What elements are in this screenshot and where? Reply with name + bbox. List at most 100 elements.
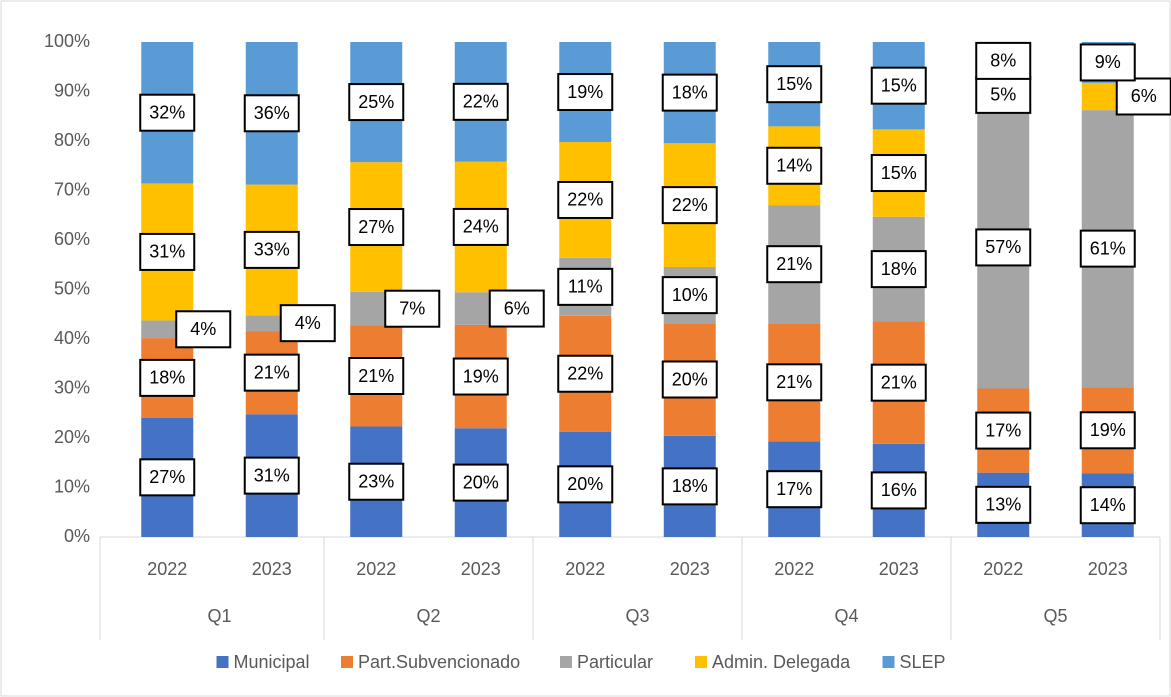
data-label-box xyxy=(348,462,405,501)
data-label: 25% xyxy=(358,92,394,112)
data-label-box xyxy=(452,82,509,121)
data-label-box xyxy=(557,180,614,219)
data-label-box xyxy=(243,94,300,133)
data-label-box xyxy=(452,357,509,396)
data-label: 31% xyxy=(254,465,290,485)
data-label: 21% xyxy=(881,372,917,392)
data-label: 7% xyxy=(399,298,425,318)
legend-label: Admin. Delegada xyxy=(712,652,851,672)
data-label: 27% xyxy=(358,217,394,237)
data-label: 20% xyxy=(567,474,603,494)
data-label: 18% xyxy=(672,476,708,496)
data-label-box xyxy=(661,73,718,112)
data-label-box xyxy=(557,73,614,112)
group-label: Q1 xyxy=(207,606,231,626)
data-label: 20% xyxy=(672,369,708,389)
x-tick-label: 2023 xyxy=(1088,559,1128,579)
data-label-box xyxy=(557,267,614,306)
x-tick-label: 2022 xyxy=(774,559,814,579)
data-label-box xyxy=(1115,77,1171,116)
data-label: 17% xyxy=(985,420,1021,440)
data-label-box xyxy=(139,232,196,271)
data-label-box xyxy=(975,75,1032,114)
x-tick-label: 2022 xyxy=(356,559,396,579)
group-label: Q2 xyxy=(416,606,440,626)
data-label-box xyxy=(452,207,509,246)
data-label: 20% xyxy=(463,472,499,492)
y-tick-label: 60% xyxy=(54,229,90,249)
data-label-box xyxy=(661,276,718,315)
data-label: 33% xyxy=(254,240,290,260)
data-label: 19% xyxy=(567,82,603,102)
data-label-box xyxy=(139,358,196,397)
data-label-box xyxy=(1079,229,1136,268)
data-label-box xyxy=(975,411,1032,450)
data-label: 36% xyxy=(254,103,290,123)
legend-label: Municipal xyxy=(234,652,310,672)
data-label-box xyxy=(661,467,718,506)
data-label-box xyxy=(766,470,823,509)
data-label: 31% xyxy=(149,242,185,262)
data-label-box xyxy=(139,458,196,497)
data-label-box xyxy=(348,357,405,396)
data-label-box xyxy=(243,353,300,392)
legend-swatch xyxy=(882,656,895,668)
x-tick-label: 2022 xyxy=(565,559,605,579)
data-label: 15% xyxy=(881,163,917,183)
group-label: Q3 xyxy=(625,606,649,626)
y-tick-label: 10% xyxy=(54,476,90,496)
y-tick-label: 90% xyxy=(54,80,90,100)
data-label: 22% xyxy=(672,195,708,215)
data-label: 4% xyxy=(295,313,321,333)
data-label-box xyxy=(348,208,405,247)
y-tick-label: 20% xyxy=(54,427,90,447)
x-tick-label: 2023 xyxy=(461,559,501,579)
data-label-box xyxy=(348,83,405,122)
y-tick-label: 70% xyxy=(54,179,90,199)
data-label: 10% xyxy=(672,285,708,305)
legend-label: Particular xyxy=(577,652,653,672)
data-label: 14% xyxy=(1090,495,1126,515)
data-label: 19% xyxy=(1090,420,1126,440)
legend-label: SLEP xyxy=(900,652,946,672)
legend-swatch xyxy=(560,656,572,668)
legend-label: Part.Subvencionado xyxy=(358,652,520,672)
group-label: Q4 xyxy=(834,606,858,626)
group-label: Q5 xyxy=(1043,606,1067,626)
y-tick-label: 40% xyxy=(54,328,90,348)
data-label: 16% xyxy=(881,480,917,500)
data-label-box xyxy=(975,41,1032,80)
data-label-box xyxy=(766,245,823,284)
data-label-box xyxy=(870,154,927,193)
data-label-box xyxy=(384,289,441,328)
data-label: 14% xyxy=(776,156,812,176)
data-label: 22% xyxy=(567,190,603,210)
y-tick-label: 0% xyxy=(64,526,90,546)
data-label-box xyxy=(1079,43,1136,82)
data-label-box xyxy=(243,456,300,495)
data-label: 18% xyxy=(149,368,185,388)
data-label: 23% xyxy=(358,471,394,491)
data-label: 21% xyxy=(358,366,394,386)
data-label-box xyxy=(452,463,509,502)
data-label: 22% xyxy=(567,364,603,384)
data-label-box xyxy=(975,485,1032,524)
data-label-box xyxy=(139,93,196,132)
data-label-box xyxy=(870,250,927,289)
y-tick-label: 100% xyxy=(44,31,90,51)
data-label: 61% xyxy=(1090,238,1126,258)
data-label: 21% xyxy=(776,372,812,392)
data-label: 19% xyxy=(463,366,499,386)
data-label-box xyxy=(661,360,718,399)
data-label-box xyxy=(766,363,823,402)
data-label: 11% xyxy=(568,277,603,297)
data-label-box xyxy=(870,66,927,105)
data-label: 13% xyxy=(985,495,1021,515)
data-label: 57% xyxy=(985,237,1021,257)
x-tick-label: 2023 xyxy=(670,559,710,579)
data-label: 4% xyxy=(190,319,216,339)
data-label: 21% xyxy=(254,362,290,382)
y-tick-label: 30% xyxy=(54,377,90,397)
data-label-box xyxy=(557,465,614,504)
legend-swatch xyxy=(216,656,229,668)
